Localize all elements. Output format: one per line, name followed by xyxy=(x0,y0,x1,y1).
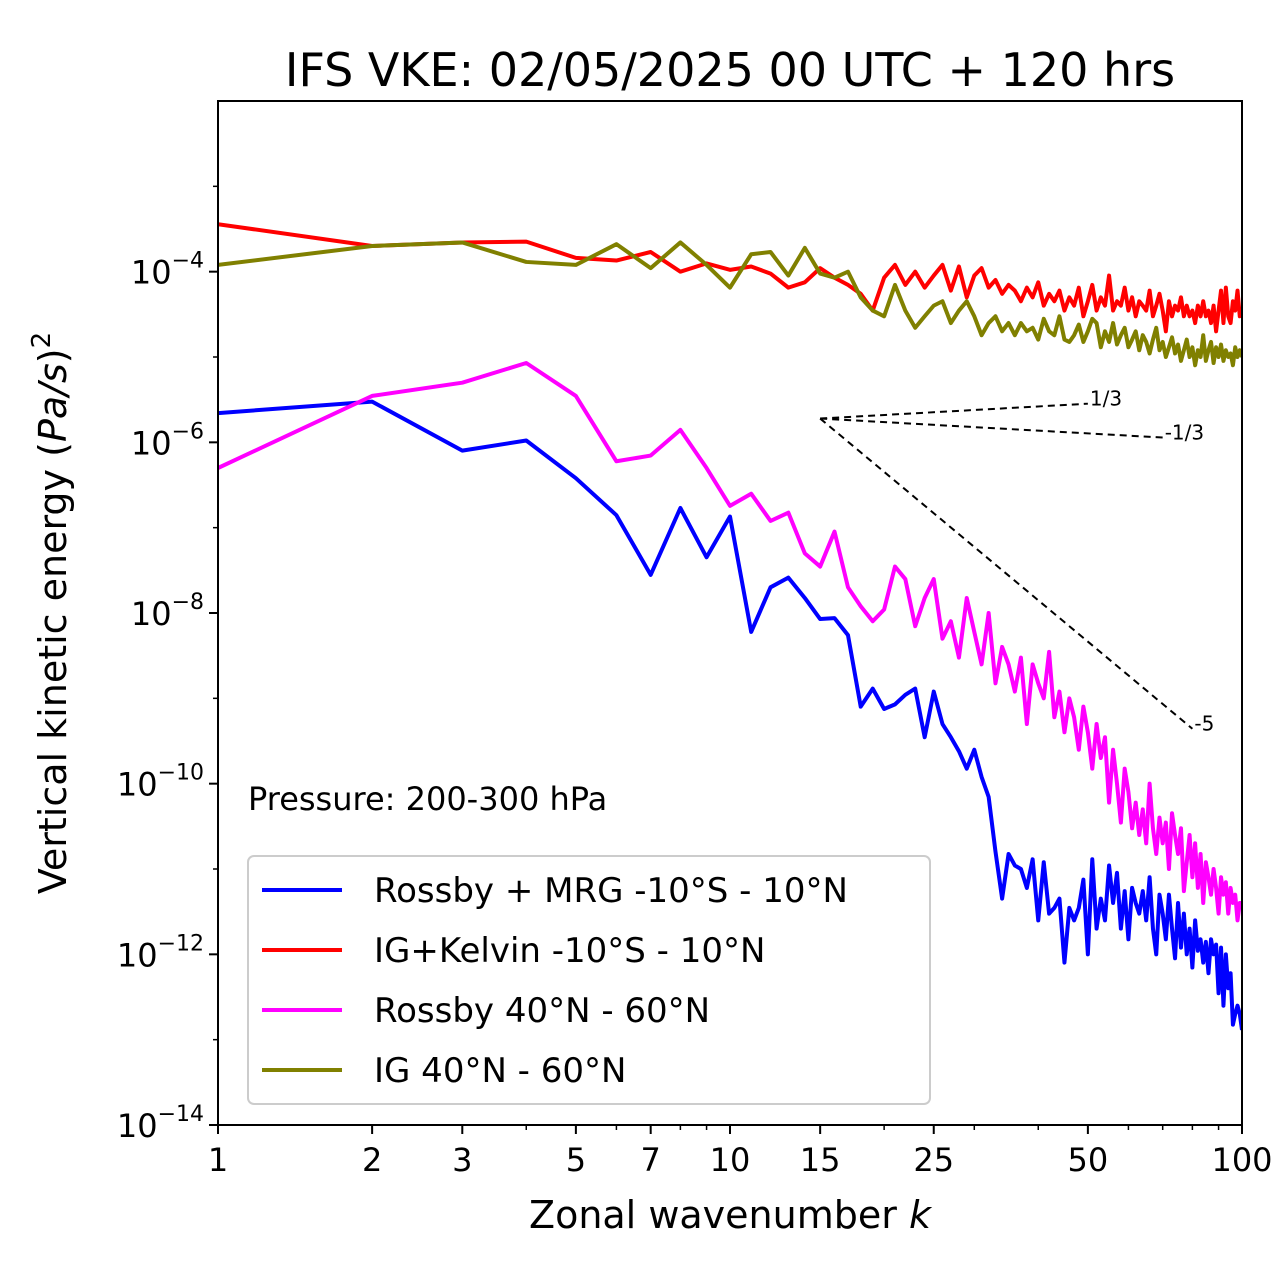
x-axis-label: Zonal wavenumber k xyxy=(529,1193,933,1237)
y-tick-label: 10 xyxy=(131,254,172,292)
y-tick-label: 10 xyxy=(117,766,158,804)
pressure-annotation: Pressure: 200-300 hPa xyxy=(248,780,607,818)
reference-lines: 1/3 -1/3 -5 xyxy=(819,387,1214,736)
y-tick-exponent: −4 xyxy=(172,249,204,274)
legend: Rossby + MRG -10°S - 10°N IG+Kelvin -10°S… xyxy=(247,855,931,1105)
slope-reference-line xyxy=(820,402,1088,420)
plot-frame xyxy=(217,100,1243,1126)
y-axis-label: Vertical kinetic energy (Pa/s)2 xyxy=(27,332,75,894)
legend-label: IG+Kelvin -10°S - 10°N xyxy=(374,931,765,971)
y-tick-exponent: −8 xyxy=(172,590,204,615)
x-tick-label: 15 xyxy=(800,1141,841,1179)
y-tick-label: 10 xyxy=(131,424,172,462)
legend-label: IG 40°N - 60°N xyxy=(374,1051,626,1091)
x-tick-label: 50 xyxy=(1068,1141,1109,1179)
y-tick-exponent: −6 xyxy=(172,419,204,444)
series-line xyxy=(218,361,1242,923)
slope-reference-line xyxy=(819,417,1194,730)
y-tick-exponent: −14 xyxy=(158,1102,204,1127)
legend-label: Rossby 40°N - 60°N xyxy=(374,991,710,1031)
series-line xyxy=(218,240,1242,368)
chart-title: IFS VKE: 02/05/2025 00 UTC + 120 hrs xyxy=(285,43,1175,97)
x-tick-label: 2 xyxy=(362,1141,382,1179)
x-tick-label: 3 xyxy=(452,1141,472,1179)
slope-label: -1/3 xyxy=(1165,421,1204,445)
y-tick-exponent: −10 xyxy=(158,761,204,786)
x-tick-label: 25 xyxy=(913,1141,954,1179)
x-tick-label: 7 xyxy=(641,1141,661,1179)
y-tick-label: 10 xyxy=(117,1107,158,1145)
slope-label: 1/3 xyxy=(1090,387,1122,411)
series-line xyxy=(218,222,1242,334)
legend-box xyxy=(247,855,931,1105)
slope-reference-line xyxy=(820,417,1163,439)
y-tick-exponent: −12 xyxy=(158,931,204,956)
y-tick-label: 10 xyxy=(117,936,158,974)
series-line xyxy=(218,399,1242,1031)
y-tick-label: 10 xyxy=(131,595,172,633)
x-tick-label: 5 xyxy=(566,1141,586,1179)
series-layer xyxy=(218,222,1242,1031)
slope-label: -5 xyxy=(1194,712,1214,736)
x-tick-label: 10 xyxy=(710,1141,751,1179)
x-tick-label: 100 xyxy=(1211,1141,1272,1179)
x-tick-label: 1 xyxy=(208,1141,228,1179)
legend-label: Rossby + MRG -10°S - 10°N xyxy=(374,871,848,911)
